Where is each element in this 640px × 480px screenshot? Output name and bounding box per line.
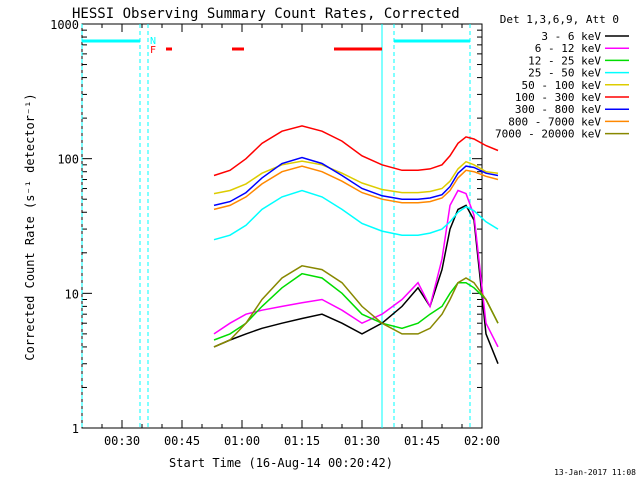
footer-date: 13-Jan-2017 11:08: [554, 468, 636, 477]
legend-label: 300 - 800 keV: [515, 103, 601, 116]
x-tick-label: 01:30: [344, 434, 380, 448]
x-tick-label: 01:45: [404, 434, 440, 448]
legend-label: 3 - 6 keV: [541, 30, 601, 43]
series-line: [213, 189, 499, 348]
legend-label: 25 - 50 keV: [528, 67, 601, 80]
series-line: [213, 189, 499, 241]
legend-label: 800 - 7000 keV: [508, 115, 601, 128]
series-line: [213, 160, 499, 195]
y-tick-label: 10: [65, 287, 79, 301]
flare-label: F: [150, 45, 156, 56]
series-line: [213, 265, 499, 348]
series-line: [213, 204, 499, 364]
x-tick-label: 02:00: [464, 434, 500, 448]
legend-label: 50 - 100 keV: [522, 79, 602, 92]
y-tick-label: 100: [57, 153, 79, 167]
plot-frame: [81, 23, 483, 429]
x-tick-label: 01:15: [284, 434, 320, 448]
series-line: [213, 125, 499, 177]
plot-area: 00:30 00:45 01:00 01:15 01:30 01:45 02:00 1 10 10…: [50, 18, 500, 448]
chart-title: HESSI Observing Summary Count Rates, Cor…: [72, 6, 460, 22]
legend-label: 100 - 300 keV: [515, 91, 601, 104]
x-tick-label: 00:30: [104, 434, 140, 448]
series-line: [213, 156, 499, 207]
x-tick-label: 01:00: [224, 434, 260, 448]
legend-title: Det 1,3,6,9, Att 0: [500, 13, 619, 26]
legend-label: 12 - 25 keV: [528, 54, 601, 67]
x-tick-label: 00:45: [164, 434, 200, 448]
legend-label: 7000 - 20000 keV: [495, 128, 601, 141]
series-line: [213, 272, 499, 341]
legend-label: 6 - 12 keV: [535, 42, 602, 55]
series-line: [213, 165, 499, 211]
y-tick-label: 1000: [50, 18, 79, 32]
x-axis-label: Start Time (16-Aug-14 00:20:42): [169, 456, 393, 470]
y-tick-label: 1: [72, 422, 79, 436]
y-axis-label: Corrected Count Rate (s⁻¹ detector⁻¹): [23, 93, 37, 360]
night-label: N: [150, 36, 156, 47]
